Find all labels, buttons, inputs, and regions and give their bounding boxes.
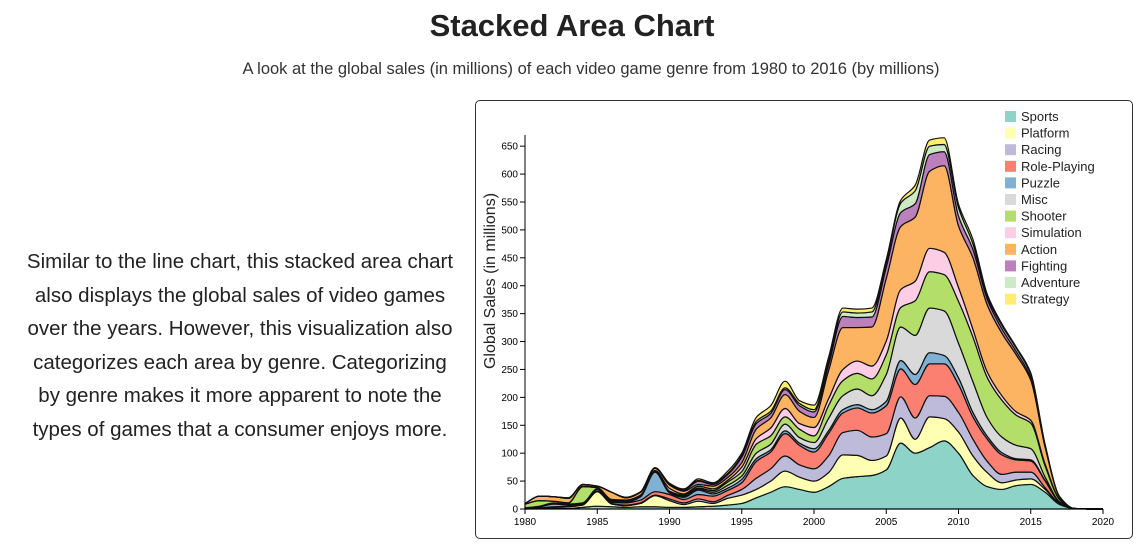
y-tick-label: 0: [512, 505, 518, 516]
x-tick-label: 2005: [875, 517, 898, 528]
x-tick-label: 1985: [586, 517, 609, 528]
legend-item-platform: Platform: [1005, 126, 1069, 141]
legend-label: Strategy: [1021, 292, 1070, 307]
y-tick: 600: [501, 170, 525, 181]
y-tick-label: 100: [501, 449, 518, 460]
area-layer: [524, 137, 1103, 510]
y-tick: 550: [501, 197, 525, 208]
page-title: Stacked Area Chart: [429, 8, 715, 43]
chart-description: Similar to the line chart, this stacked …: [26, 250, 454, 441]
chart-container: 1980 1985 1990 1995 2000 2005 2010 2015 2020 0 50…: [475, 100, 1133, 539]
x-tick: 2000: [803, 509, 826, 528]
y-tick-label: 650: [501, 142, 518, 153]
legend-item-strategy: Strategy: [1005, 292, 1070, 307]
legend-label: Fighting: [1021, 258, 1067, 273]
legend-item-shooter: Shooter: [1005, 209, 1067, 224]
legend-swatch: [1005, 277, 1016, 288]
x-tick: 2020: [1092, 509, 1115, 528]
x-tick: 1980: [514, 509, 537, 528]
x-tick-label: 2015: [1020, 517, 1043, 528]
x-tick: 2005: [875, 509, 898, 528]
legend-label: Platform: [1021, 126, 1069, 141]
y-tick: 650: [501, 142, 525, 153]
legend-swatch: [1005, 160, 1016, 172]
y-tick-label: 350: [501, 309, 518, 320]
y-tick-label: 300: [501, 337, 518, 348]
x-tick: 1985: [586, 509, 609, 528]
legend-item-action: Action: [1005, 242, 1057, 257]
legend-item-sports: Sports: [1005, 109, 1059, 124]
x-axis: 1980 1985 1990 1995 2000 2005 2010 2015 2020: [514, 508, 1115, 528]
legend-label: Shooter: [1021, 209, 1067, 224]
y-tick-label: 600: [501, 170, 518, 181]
y-tick: 350: [501, 309, 525, 320]
legend-swatch: [1005, 194, 1016, 205]
legend-label: Role-Playing: [1021, 159, 1095, 174]
y-axis: 0 50 100 150 200 250 300 350 400 450 500 550 600 650: [501, 135, 526, 516]
y-tick-label: 500: [501, 225, 518, 236]
y-tick: 450: [501, 253, 525, 264]
y-tick-label: 250: [501, 365, 518, 376]
y-tick: 500: [501, 225, 525, 236]
legend-item-racing: Racing: [1005, 142, 1061, 157]
legend-item-simulation: Simulation: [1005, 225, 1082, 240]
y-tick-label: 150: [501, 421, 518, 432]
x-tick: 1990: [658, 509, 681, 528]
y-tick: 150: [501, 421, 525, 432]
legend-swatch: [1005, 210, 1016, 222]
y-tick: 200: [501, 393, 525, 404]
y-tick-label: 550: [501, 197, 518, 208]
legend-item-misc: Misc: [1005, 192, 1048, 207]
stacked-area-chart: 1980 1985 1990 1995 2000 2005 2010 2015 2020 0 50…: [482, 109, 1115, 528]
legend-swatch: [1005, 111, 1016, 122]
y-tick: 400: [501, 281, 525, 292]
page-subtitle: A look at the global sales (in millions)…: [242, 60, 940, 78]
y-tick: 300: [501, 337, 525, 348]
x-tick-label: 1990: [658, 517, 681, 528]
legend-swatch: [1005, 177, 1016, 189]
area-strategy: [524, 137, 1103, 510]
legend-label: Racing: [1021, 142, 1061, 157]
y-tick-label: 450: [501, 253, 518, 264]
legend-label: Simulation: [1021, 225, 1082, 240]
y-tick-label: 400: [501, 281, 518, 292]
legend-swatch: [1005, 127, 1016, 139]
legend-label: Adventure: [1021, 275, 1080, 290]
x-tick: 2010: [947, 509, 970, 528]
y-tick-label: 200: [501, 393, 518, 404]
y-tick-label: 50: [507, 477, 519, 488]
legend-item-adventure: Adventure: [1005, 275, 1080, 290]
legend-label: Sports: [1021, 109, 1059, 124]
x-tick-label: 2000: [803, 517, 826, 528]
legend-swatch: [1005, 243, 1016, 255]
x-tick-label: 2010: [947, 517, 970, 528]
y-tick: 0: [512, 505, 525, 516]
legend-label: Puzzle: [1021, 175, 1060, 190]
legend-item-fighting: Fighting: [1005, 258, 1067, 273]
legend-swatch: [1005, 260, 1016, 272]
x-tick: 2015: [1020, 509, 1043, 528]
y-axis-label: Global Sales (in millions): [482, 193, 499, 369]
legend-item-puzzle: Puzzle: [1005, 175, 1060, 190]
legend-swatch: [1005, 227, 1016, 239]
y-tick: 100: [501, 449, 525, 460]
x-tick-label: 2020: [1092, 517, 1115, 528]
x-tick-label: 1980: [514, 517, 537, 528]
x-tick: 1995: [731, 509, 754, 528]
legend-label: Misc: [1021, 192, 1048, 207]
x-tick-label: 1995: [731, 517, 754, 528]
legend-swatch: [1005, 293, 1016, 305]
legend-item-role-playing: Role-Playing: [1005, 159, 1095, 174]
legend-swatch: [1005, 144, 1016, 156]
legend-label: Action: [1021, 242, 1057, 257]
y-tick: 50: [507, 477, 525, 488]
y-tick: 250: [501, 365, 525, 376]
